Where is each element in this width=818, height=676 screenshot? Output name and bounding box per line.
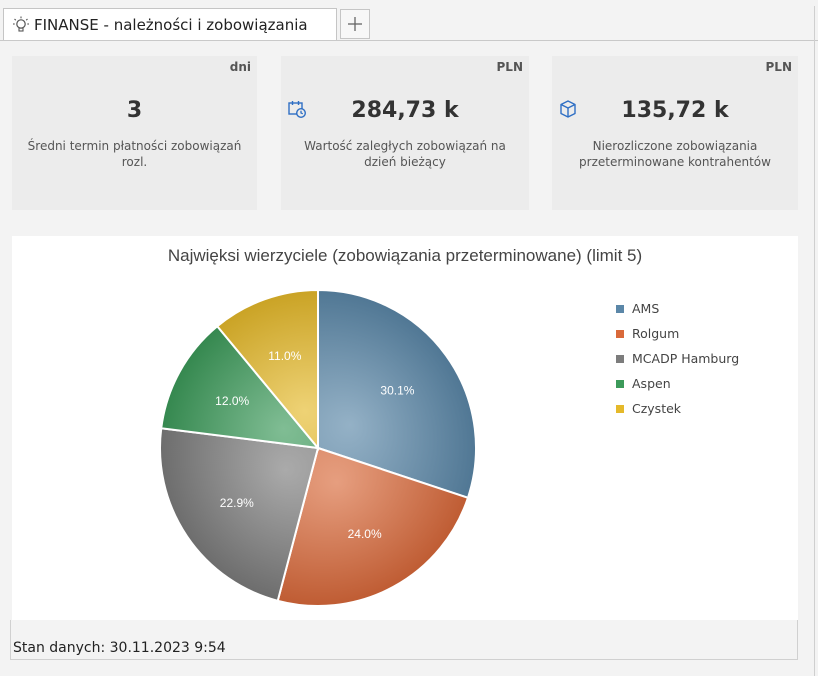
slice-data-label: 12.0% xyxy=(215,394,249,408)
kpi-unit: dni xyxy=(229,60,251,74)
pie-slice-czystek[interactable] xyxy=(215,288,319,451)
legend-item[interactable]: Czystek xyxy=(616,396,739,421)
tab-bar: FINANSE - należności i zobowiązania xyxy=(0,0,818,41)
legend-label: Czystek xyxy=(632,401,682,416)
pie-slice-aspen[interactable] xyxy=(160,324,321,450)
legend-label: Aspen xyxy=(632,376,671,391)
pie-slice-mcadp-hamburg[interactable] xyxy=(159,427,320,603)
status-bar: Stan danych: 30.11.2023 9:54 xyxy=(10,620,798,660)
legend-item[interactable]: MCADP Hamburg xyxy=(616,346,739,371)
legend-item[interactable]: AMS xyxy=(616,296,739,321)
creditors-chart: Najwięksi wierzyciele (zobowiązania prze… xyxy=(12,236,798,620)
kpi-payment-term: dni 3 Średni termin płatności zobowiązań… xyxy=(12,56,257,210)
legend-label: Rolgum xyxy=(632,326,680,341)
lightbulb-icon xyxy=(13,16,29,32)
kpi-unit: PLN xyxy=(496,60,523,74)
chart-legend: AMS Rolgum MCADP Hamburg Aspen Czystek xyxy=(616,296,739,421)
legend-item[interactable]: Aspen xyxy=(616,371,739,396)
legend-swatch xyxy=(616,329,624,338)
box-icon xyxy=(560,100,576,118)
kpi-value: 135,72 k xyxy=(621,98,729,123)
tab-divider xyxy=(0,40,818,41)
legend-swatch xyxy=(616,404,624,413)
kpi-value: 3 xyxy=(126,98,143,123)
chart-title: Najwięksi wierzyciele (zobowiązania prze… xyxy=(167,246,643,265)
data-timestamp: Stan danych: 30.11.2023 9:54 xyxy=(13,640,226,656)
legend-swatch xyxy=(616,354,624,363)
kpi-value: 284,73 k xyxy=(351,98,459,123)
tab-label: FINANSE - należności i zobowiązania xyxy=(34,16,308,34)
kpi-unit: PLN xyxy=(765,60,792,74)
kpi-description: Nierozliczone zobowiązania przeterminowa… xyxy=(579,139,771,169)
legend-label: AMS xyxy=(632,301,660,316)
slice-data-label: 22.9% xyxy=(220,496,254,510)
pie-slice-ams[interactable] xyxy=(317,288,477,500)
pie-chart: 30.1% 24.0% 22.9% 12.0% 11.0% xyxy=(159,288,477,607)
slice-data-label: 24.0% xyxy=(348,527,382,541)
kpi-overdue-value: PLN 284,73 k Wartość zaległych zobowiąza… xyxy=(281,56,529,210)
legend-item[interactable]: Rolgum xyxy=(616,321,739,346)
right-border xyxy=(814,6,815,676)
tab-finanse[interactable]: FINANSE - należności i zobowiązania xyxy=(3,8,337,41)
add-tab-button[interactable] xyxy=(340,9,370,39)
kpi-unsettled: PLN 135,72 k Nierozliczone zobowiązania … xyxy=(552,56,798,210)
pie-slice-rolgum[interactable] xyxy=(276,446,470,607)
kpi-description: Średni termin płatności zobowiązań rozl. xyxy=(27,139,242,169)
slice-data-label: 11.0% xyxy=(268,349,301,363)
legend-swatch xyxy=(616,304,624,313)
legend-label: MCADP Hamburg xyxy=(632,351,740,366)
slice-data-label: 30.1% xyxy=(380,384,414,398)
legend-swatch xyxy=(616,379,624,388)
kpi-description: Wartość zaległych zobowiązań na dzień bi… xyxy=(304,139,506,169)
plus-icon xyxy=(348,17,362,31)
calendar-clock-icon xyxy=(288,101,307,119)
